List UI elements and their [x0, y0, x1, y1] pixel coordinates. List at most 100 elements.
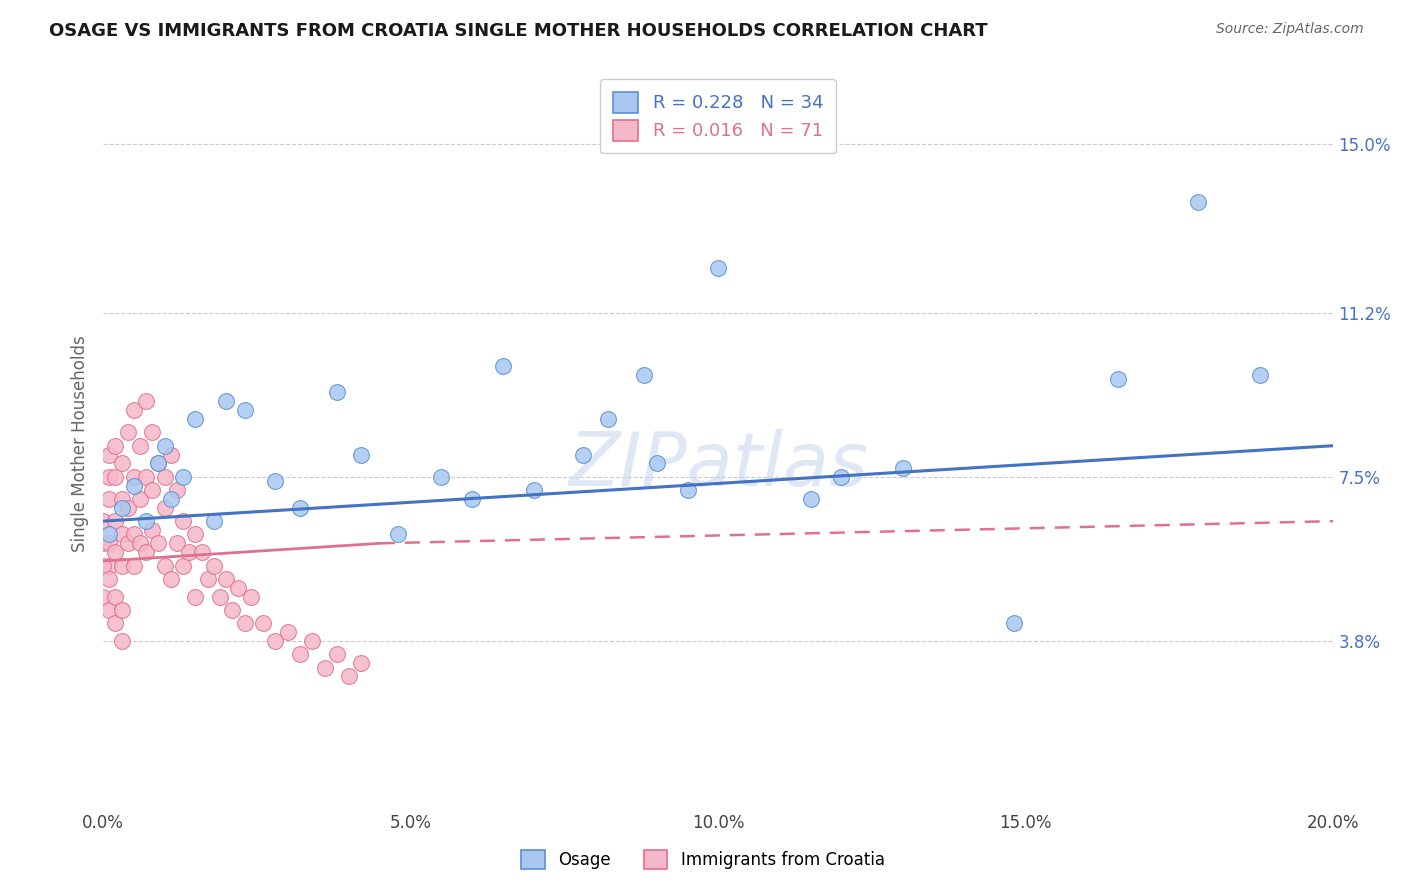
Point	[129, 536, 152, 550]
Point	[122, 558, 145, 573]
Point	[110, 603, 132, 617]
Point	[326, 647, 349, 661]
Point	[707, 261, 730, 276]
Point	[104, 545, 127, 559]
Point	[110, 634, 132, 648]
Point	[891, 461, 914, 475]
Point	[122, 478, 145, 492]
Point	[98, 527, 121, 541]
Point	[110, 491, 132, 506]
Point	[190, 545, 212, 559]
Point	[135, 394, 157, 409]
Point	[166, 483, 188, 497]
Point	[228, 581, 250, 595]
Point	[148, 457, 170, 471]
Point	[202, 558, 225, 573]
Point	[104, 616, 127, 631]
Point	[314, 660, 336, 674]
Point	[350, 448, 373, 462]
Point	[98, 448, 121, 462]
Point	[264, 474, 287, 488]
Text: ZIPatlas: ZIPatlas	[568, 429, 869, 501]
Point	[264, 634, 287, 648]
Point	[523, 483, 546, 497]
Point	[172, 514, 194, 528]
Point	[350, 656, 373, 670]
Point	[141, 483, 163, 497]
Point	[1002, 616, 1025, 631]
Point	[252, 616, 274, 631]
Point	[98, 603, 121, 617]
Legend: R = 0.228   N = 34, R = 0.016   N = 71: R = 0.228 N = 34, R = 0.016 N = 71	[600, 79, 837, 153]
Point	[387, 527, 409, 541]
Point	[153, 469, 176, 483]
Point	[239, 590, 262, 604]
Point	[159, 448, 181, 462]
Point	[1187, 194, 1209, 209]
Point	[104, 439, 127, 453]
Point	[135, 469, 157, 483]
Point	[98, 491, 121, 506]
Point	[288, 647, 311, 661]
Point	[221, 603, 243, 617]
Point	[208, 590, 231, 604]
Point	[159, 491, 181, 506]
Legend: Osage, Immigrants from Croatia: Osage, Immigrants from Croatia	[512, 840, 894, 880]
Point	[166, 536, 188, 550]
Point	[184, 527, 207, 541]
Point	[233, 403, 256, 417]
Point	[1249, 368, 1271, 382]
Point	[430, 469, 453, 483]
Point	[172, 558, 194, 573]
Point	[172, 469, 194, 483]
Point	[572, 448, 595, 462]
Point	[288, 500, 311, 515]
Point	[122, 403, 145, 417]
Point	[122, 527, 145, 541]
Point	[461, 491, 484, 506]
Point	[122, 469, 145, 483]
Point	[117, 536, 139, 550]
Point	[633, 368, 655, 382]
Point	[117, 425, 139, 440]
Point	[104, 514, 127, 528]
Point	[233, 616, 256, 631]
Point	[129, 491, 152, 506]
Point	[129, 439, 152, 453]
Point	[159, 572, 181, 586]
Point	[830, 469, 852, 483]
Point	[104, 590, 127, 604]
Point	[596, 412, 619, 426]
Point	[337, 669, 360, 683]
Point	[277, 625, 299, 640]
Point	[301, 634, 323, 648]
Point	[184, 590, 207, 604]
Point	[104, 469, 127, 483]
Point	[326, 385, 349, 400]
Point	[91, 590, 114, 604]
Point	[135, 545, 157, 559]
Point	[110, 500, 132, 515]
Point	[1107, 372, 1129, 386]
Point	[215, 572, 238, 586]
Point	[141, 523, 163, 537]
Point	[153, 500, 176, 515]
Point	[184, 412, 207, 426]
Point	[148, 536, 170, 550]
Point	[98, 469, 121, 483]
Point	[492, 359, 515, 373]
Point	[148, 457, 170, 471]
Point	[91, 558, 114, 573]
Point	[141, 425, 163, 440]
Y-axis label: Single Mother Households: Single Mother Households	[72, 335, 89, 552]
Point	[91, 536, 114, 550]
Point	[645, 457, 668, 471]
Point	[91, 514, 114, 528]
Point	[110, 558, 132, 573]
Point	[197, 572, 219, 586]
Text: Source: ZipAtlas.com: Source: ZipAtlas.com	[1216, 22, 1364, 37]
Point	[98, 536, 121, 550]
Point	[676, 483, 699, 497]
Point	[215, 394, 238, 409]
Point	[110, 457, 132, 471]
